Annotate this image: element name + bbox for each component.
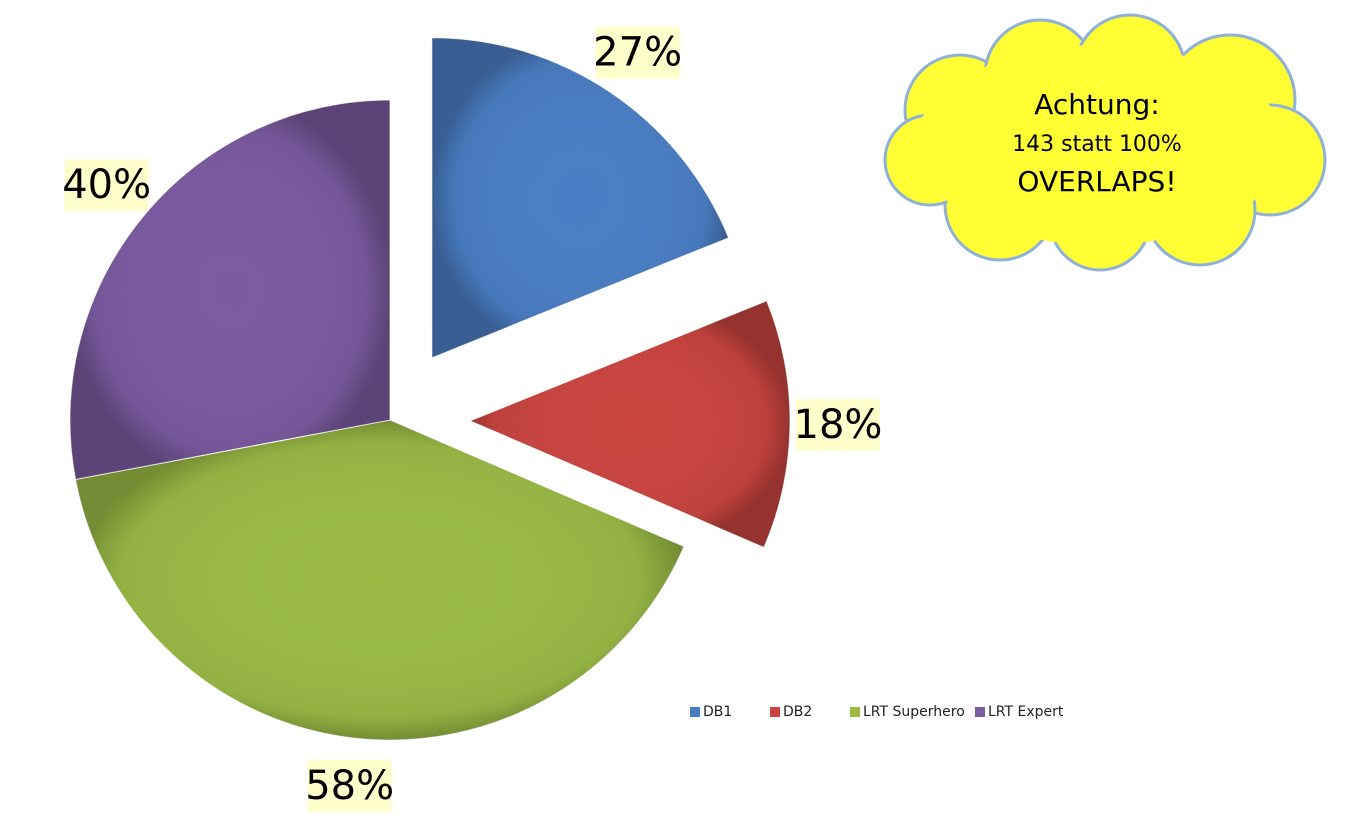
label-bg <box>595 26 680 79</box>
pie-slice <box>431 37 730 359</box>
legend-label: DB2 <box>783 704 812 720</box>
legend-label: LRT Superhero <box>863 704 965 720</box>
data-label-text: 40% <box>62 162 151 208</box>
data-label: 40% <box>62 159 151 212</box>
legend-swatch <box>850 707 860 717</box>
legend-swatch <box>690 707 700 717</box>
legend-label: LRT Expert <box>988 704 1064 720</box>
data-label-text: 58% <box>305 763 394 809</box>
annotation: 143 statt 100% <box>1012 132 1182 157</box>
data-label: 27% <box>593 26 682 79</box>
data-label: 18% <box>794 398 883 451</box>
pie-slice <box>69 99 391 480</box>
legend-swatch <box>975 707 985 717</box>
label-bg <box>795 398 880 451</box>
legend-swatch <box>770 707 780 717</box>
legend-label: DB1 <box>703 704 732 720</box>
annotation: Achtung: <box>1034 88 1159 121</box>
label-bg <box>64 159 149 212</box>
data-label-text: 27% <box>593 30 682 76</box>
data-label-text: 18% <box>794 402 883 448</box>
label-bg <box>307 759 392 812</box>
annotation: OVERLAPS! <box>1017 165 1176 198</box>
cloud <box>883 13 1327 272</box>
data-label: 58% <box>305 759 394 812</box>
